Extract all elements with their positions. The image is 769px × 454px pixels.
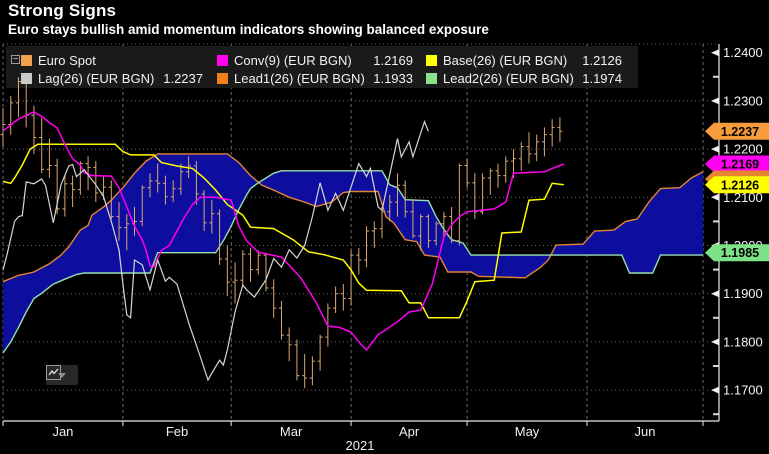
svg-text:Mar: Mar	[280, 424, 303, 439]
sparkline-icon	[46, 365, 61, 380]
svg-text:May: May	[515, 424, 540, 439]
lead2-line	[2, 170, 703, 354]
legend-item-euro-spot[interactable]: Euro Spot	[21, 53, 203, 68]
svg-text:1.1800: 1.1800	[723, 334, 763, 349]
svg-text:1.1985: 1.1985	[721, 246, 759, 260]
svg-text:1.2300: 1.2300	[723, 93, 763, 108]
euro-spot-bars	[0, 77, 563, 389]
legend-value: 1.2237	[163, 70, 203, 86]
legend-label: Euro Spot	[38, 52, 96, 68]
page-subtitle: Euro stays bullish amid momentum indicat…	[8, 22, 489, 37]
price-badge-base: 1.2126	[705, 176, 769, 194]
legend-item-lag[interactable]: Lag(26) (EUR BGN) 1.2237	[21, 71, 203, 86]
svg-text:1.2100: 1.2100	[723, 190, 763, 205]
price-badge-conv: 1.2169	[705, 155, 769, 173]
x-axis-labels: Jan Feb Mar Apr May Jun 2021	[2, 421, 704, 453]
legend-row-1: Euro Spot Conv(9) (EUR BGN) 1.2169 Base(…	[21, 52, 622, 68]
legend-label: Lead1(26) (EUR BGN)	[234, 70, 365, 86]
ichimoku-cloud	[3, 153, 703, 353]
legend-item-conv[interactable]: Conv(9) (EUR BGN) 1.2169	[217, 53, 413, 68]
legend-value: 1.2169	[373, 52, 413, 68]
legend-label: Base(26) (EUR BGN)	[443, 52, 568, 68]
svg-text:1.2237: 1.2237	[721, 125, 759, 139]
legend-value: 1.1933	[373, 70, 413, 86]
price-badge-lead2: 1.1985	[705, 244, 769, 262]
conv-line	[2, 111, 565, 352]
legend-label: Lead2(26) (EUR BGN)	[443, 70, 574, 86]
lag-line	[2, 119, 429, 382]
euro-spot-swatch-icon	[21, 54, 32, 66]
page-title: Strong Signs	[8, 1, 117, 20]
svg-text:Jun: Jun	[635, 424, 656, 439]
legend-item-lead1[interactable]: Lead1(26) (EUR BGN) 1.1933	[217, 71, 413, 86]
legend-value: 1.1974	[582, 70, 622, 86]
legend-value: 1.2126	[582, 52, 622, 68]
svg-text:1.2169: 1.2169	[721, 158, 759, 172]
legend-row-2: Lag(26) (EUR BGN) 1.2237 Lead1(26) (EUR …	[21, 70, 622, 86]
chevron-down-icon	[58, 372, 66, 378]
legend-collapse-icon[interactable]	[11, 55, 20, 64]
base-line	[2, 143, 564, 319]
legend-item-lead2[interactable]: Lead2(26) (EUR BGN) 1.1974	[426, 71, 622, 86]
lag-swatch-icon	[21, 72, 32, 84]
legend-label: Lag(26) (EUR BGN)	[38, 70, 155, 86]
legend-panel	[6, 46, 638, 88]
lead1-line	[2, 153, 704, 283]
legend-item-base[interactable]: Base(26) (EUR BGN) 1.2126	[426, 53, 622, 68]
lead2-swatch-icon	[426, 72, 437, 84]
chart-type-button[interactable]	[46, 365, 78, 385]
gridlines	[2, 43, 719, 421]
svg-text:1.2200: 1.2200	[723, 142, 763, 157]
legend-label: Conv(9) (EUR BGN)	[234, 52, 352, 68]
conv-swatch-icon	[217, 54, 228, 66]
svg-text:1.1700: 1.1700	[723, 383, 763, 398]
svg-text:1.2126: 1.2126	[721, 178, 759, 192]
svg-text:Feb: Feb	[166, 424, 188, 439]
svg-text:Apr: Apr	[399, 424, 420, 439]
svg-text:1.1900: 1.1900	[723, 286, 763, 301]
lead1-swatch-icon	[217, 72, 228, 84]
svg-text:Jan: Jan	[52, 424, 73, 439]
svg-text:1.2400: 1.2400	[723, 45, 763, 60]
year-label: 2021	[346, 438, 375, 453]
base-swatch-icon	[426, 54, 437, 66]
price-badge-last-price: 1.2237	[705, 122, 769, 140]
